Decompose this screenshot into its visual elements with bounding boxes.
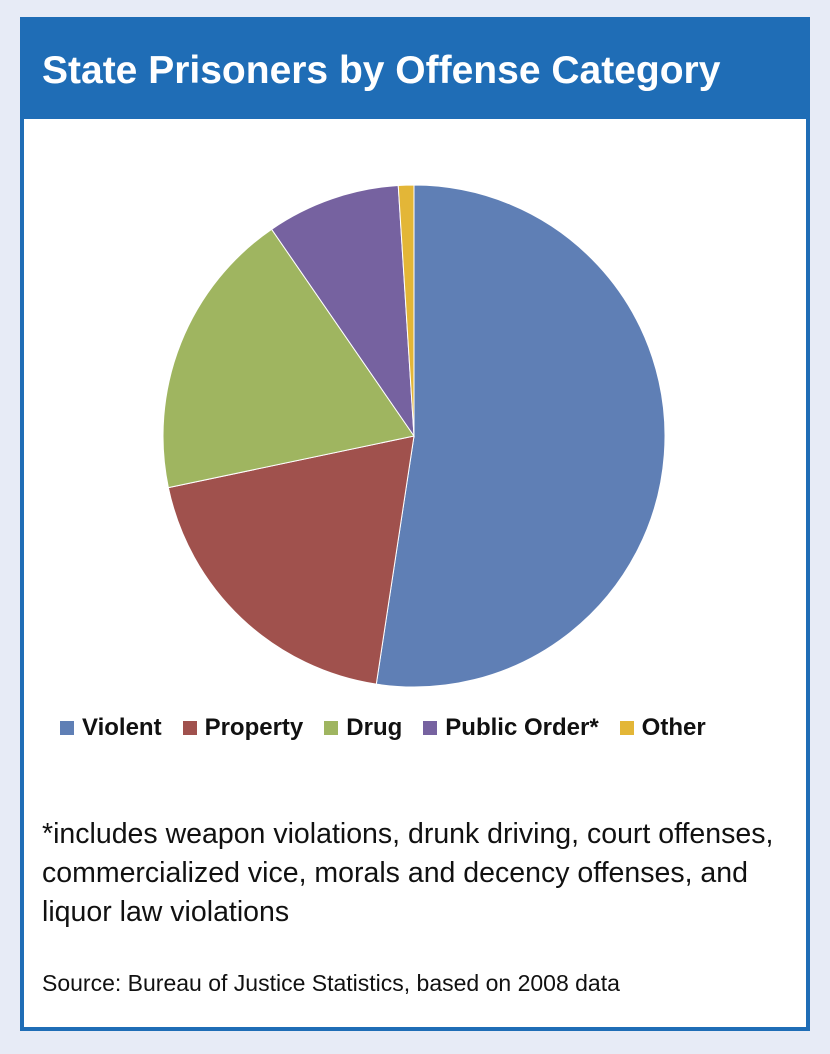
legend-label-property: Property (204, 714, 304, 741)
legend-swatch-violent (60, 721, 74, 735)
legend-swatch-drug (324, 721, 339, 735)
legend-item-property: Property (182, 714, 304, 742)
legend-swatch-public-order (423, 721, 438, 735)
legend-label-violent: Violent (82, 714, 162, 741)
pie-slice-drug (162, 228, 415, 489)
chart-panel: State Prisoners by Offense Category Viol… (20, 17, 810, 1031)
pie-slice-violent (375, 184, 666, 688)
legend-label-other: Other (641, 714, 706, 741)
chart-title: State Prisoners by Offense Category (42, 49, 721, 92)
pie-chart (162, 184, 666, 688)
legend-item-public-order: Public Order* (423, 714, 599, 742)
legend-item-other: Other (619, 714, 706, 742)
legend: Violent Property Drug Public Order* Other (60, 714, 706, 742)
legend-label-public-order: Public Order* (445, 714, 599, 741)
pie-slice-property (167, 435, 415, 685)
legend-swatch-other (619, 721, 634, 735)
pie-slice-other (397, 184, 415, 437)
legend-item-violent: Violent (60, 714, 162, 742)
legend-swatch-property (182, 721, 197, 735)
source-note: Source: Bureau of Justice Statistics, ba… (42, 970, 620, 996)
footnote: *includes weapon violations, drunk drivi… (42, 818, 774, 928)
legend-item-drug: Drug (324, 714, 402, 742)
pie-slice-public-order (270, 184, 415, 438)
legend-label-drug: Drug (346, 714, 403, 741)
title-bar: State Prisoners by Offense Category (24, 21, 806, 119)
